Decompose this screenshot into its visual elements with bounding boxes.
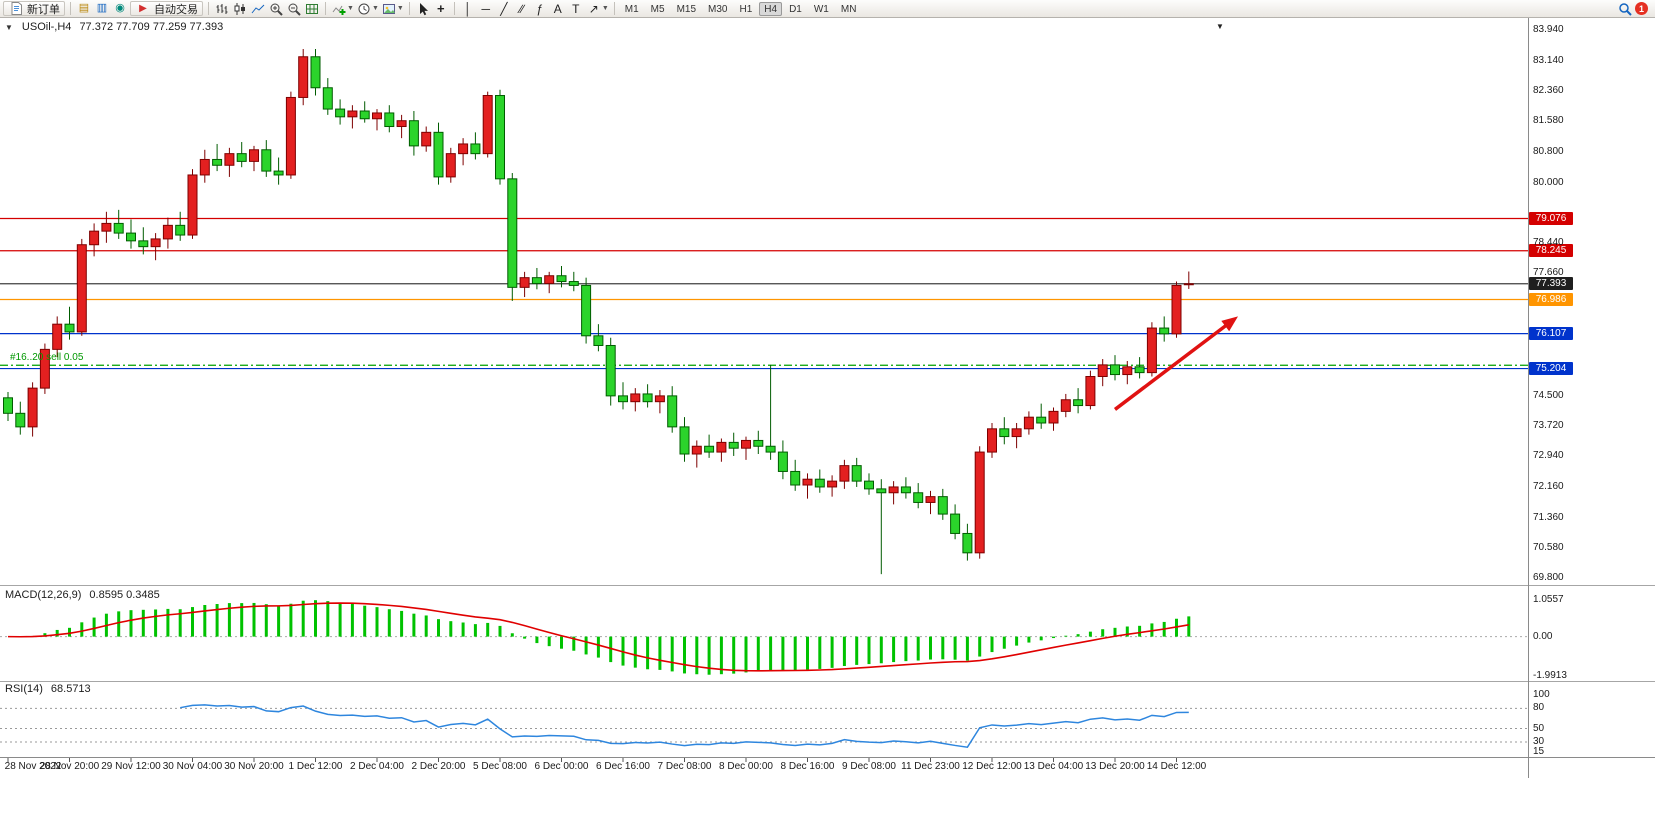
indicators-dropdown[interactable]: ▼ xyxy=(347,5,354,12)
arrows-dropdown[interactable]: ▼ xyxy=(601,5,609,12)
new-order-icon xyxy=(8,1,24,16)
text-label-tool-icon[interactable]: T xyxy=(572,1,580,16)
crosshair-icon[interactable]: + xyxy=(437,1,445,16)
zoom-out-icon[interactable] xyxy=(286,1,302,16)
macd-histogram xyxy=(18,600,1191,675)
toolbar-separator xyxy=(325,2,326,15)
cursor-icon[interactable] xyxy=(415,1,431,16)
data-window-icon[interactable]: ◉ xyxy=(115,2,125,14)
templates-dropdown[interactable]: ▼ xyxy=(396,5,404,12)
equidistant-channel-tool-icon[interactable]: ∕∕ xyxy=(519,1,524,16)
timeframe-button-w1[interactable]: W1 xyxy=(813,3,829,15)
timeframe-button-d1[interactable]: D1 xyxy=(789,3,802,15)
rsi-line xyxy=(180,704,1189,749)
arrows-tool-icon[interactable]: ↗ xyxy=(588,1,599,16)
timeframe-button-m30[interactable]: M30 xyxy=(708,3,728,15)
drawing-tools-group: │ ─ ╱ ∕∕ ƒ A T ↗ xyxy=(460,1,602,16)
text-tool-icon[interactable]: A xyxy=(553,1,562,16)
toolbar-separator xyxy=(70,2,71,15)
macd-signal-line xyxy=(7,602,1189,672)
timeframe-group: M1 M5 M15 M30 H1 H4 D1 W1 MN xyxy=(620,1,862,16)
market-watch-icon[interactable]: ▥ xyxy=(96,2,108,14)
timeframe-button-m15[interactable]: M15 xyxy=(676,3,697,15)
toolbar-separator xyxy=(208,2,209,15)
templates-icon[interactable] xyxy=(381,1,397,16)
toolbar-separator xyxy=(453,2,455,15)
periods-clock-icon[interactable] xyxy=(356,1,372,16)
auto-trading-icon: ▶ xyxy=(139,2,147,14)
line-chart-mode-icon[interactable] xyxy=(250,1,266,16)
timeframe-button-mn[interactable]: MN xyxy=(840,3,857,15)
search-icon[interactable] xyxy=(1617,1,1633,16)
indicators-icon[interactable] xyxy=(331,1,347,16)
timeframe-button-m5[interactable]: M5 xyxy=(650,3,665,15)
zoom-in-icon[interactable] xyxy=(268,1,284,16)
timeframe-button-h1[interactable]: H1 xyxy=(739,3,753,15)
auto-trading-label: 自动交易 xyxy=(154,3,198,16)
new-order-button[interactable]: 新订单 xyxy=(3,1,65,16)
window-icons-group: ▤ ▥ ◉ xyxy=(76,1,128,16)
candlestick-mode-icon[interactable] xyxy=(232,1,248,16)
toolbar: 新订单 ▤ ▥ ◉ ▶ 自动交易 ▼ ▼ ▼ + │ ─ ╱ ∕∕ ƒ A T ↗ ▼ M1 M5 M… xyxy=(0,0,1655,18)
periods-dropdown[interactable]: ▼ xyxy=(371,5,379,12)
fibonacci-tool-icon[interactable]: ƒ xyxy=(536,1,544,16)
timeframe-button-m1[interactable]: M1 xyxy=(624,3,639,15)
horizontal-line-tool-icon[interactable]: ─ xyxy=(481,1,491,16)
trend-arrow[interactable] xyxy=(1113,316,1238,411)
charts-window-icon[interactable]: ▤ xyxy=(78,2,90,14)
timeframe-button-h4[interactable]: H4 xyxy=(759,1,783,16)
auto-trading-button[interactable]: ▶ 自动交易 xyxy=(130,1,203,16)
notification-badge[interactable]: 1 xyxy=(1635,2,1648,15)
trendline-tool-icon[interactable]: ╱ xyxy=(500,1,508,16)
toolbar-separator xyxy=(408,2,410,15)
grid-icon[interactable] xyxy=(304,1,320,16)
new-order-label: 新订单 xyxy=(27,3,60,16)
toolbar-separator xyxy=(613,2,615,15)
bar-chart-mode-icon[interactable] xyxy=(214,1,230,16)
vertical-line-tool-icon[interactable]: │ xyxy=(464,1,472,16)
candles-layer xyxy=(3,49,1194,575)
